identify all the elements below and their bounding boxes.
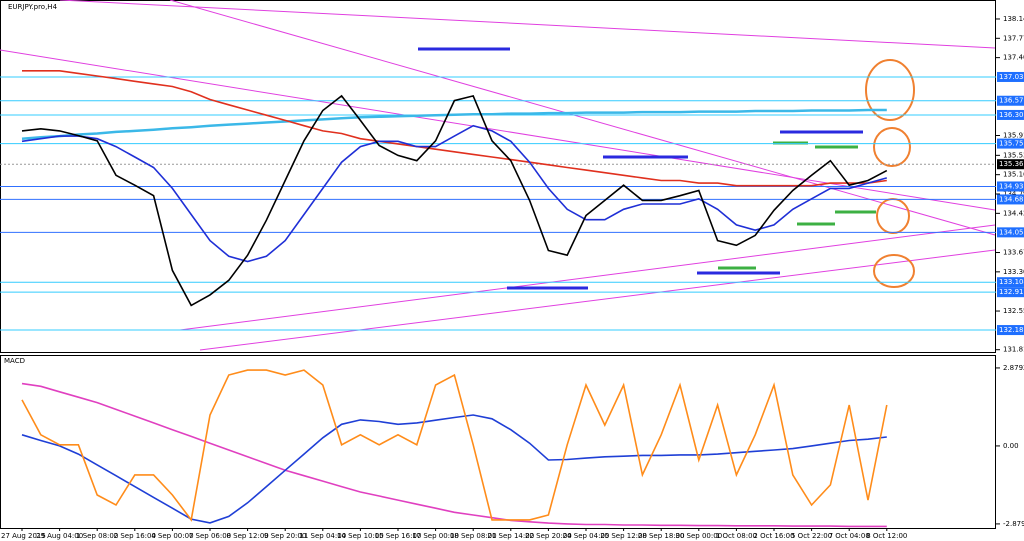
series-line <box>21 369 888 522</box>
x-tick-label: 1 Oct 08:00 <box>716 532 757 540</box>
level-label-box <box>997 181 1024 192</box>
y-tick-label: 134.792 <box>1003 190 1024 198</box>
y-tick-label: 133.672 <box>1003 249 1024 257</box>
y-tick-label: 138.142 <box>1003 15 1024 23</box>
x-tick-label: 22 Sep 20:00 <box>525 532 572 540</box>
level-label: 136.577 <box>999 97 1024 105</box>
level-label: 132.913 <box>999 288 1024 296</box>
level-label-box <box>997 109 1024 120</box>
level-label-box <box>997 95 1024 106</box>
x-tick-label: 25 Sep 12:00 <box>600 532 647 540</box>
series-line <box>21 108 887 140</box>
series-line <box>21 124 888 263</box>
level-label: 137.032 <box>999 73 1024 81</box>
level-label: 132.188 <box>999 326 1024 334</box>
level-label-box <box>997 71 1024 82</box>
last-price-box <box>997 159 1024 170</box>
circles <box>865 59 915 288</box>
level-label: 134.688 <box>999 195 1024 203</box>
trendline <box>179 224 996 331</box>
circle <box>873 254 915 288</box>
series-line <box>21 414 887 524</box>
chart-title: EURJPY.pro,H4 <box>8 3 58 11</box>
y-tick-label: 137.402 <box>1003 54 1024 62</box>
y-tick-label: 135.162 <box>1003 171 1024 179</box>
level-label: 135.757 <box>999 140 1024 148</box>
x-tick-label: 29 Aug 04:00 <box>36 532 83 540</box>
series-line <box>21 94 888 307</box>
x-tick-label: 5 Oct 22:00 <box>791 532 832 540</box>
y-tick-label: 137.772 <box>1003 34 1024 42</box>
y-tick-label: 133.302 <box>1003 268 1024 276</box>
x-tick-label: 24 Sep 04:00 <box>563 532 610 540</box>
level-label: 134.936 <box>999 182 1024 190</box>
level-label: 134.058 <box>999 228 1024 236</box>
x-tick-label: 4 Sep 00:00 <box>151 532 193 540</box>
circle <box>873 127 911 167</box>
last-price-label: 135.362 <box>999 160 1024 168</box>
x-tick-label: 7 Sep 06:00 <box>189 532 231 540</box>
y-tick-label: 135.532 <box>1003 151 1024 159</box>
x-tick-label: 1 Sep 08:00 <box>76 532 118 540</box>
x-tick-label: 30 Sep 00:00 <box>675 532 722 540</box>
x-tick-label: 18 Sep 08:00 <box>450 532 497 540</box>
level-label-box <box>997 277 1024 288</box>
x-tick-label: 7 Oct 04:00 <box>829 532 870 540</box>
trendline <box>199 249 996 351</box>
trendline <box>59 0 996 49</box>
x-tick-label: 17 Sep 00:00 <box>412 532 459 540</box>
x-tick-label: 8 Oct 12:00 <box>866 532 907 540</box>
macd-title: MACD <box>4 357 25 365</box>
x-tick-label: 2 Oct 16:00 <box>753 532 794 540</box>
series-line <box>22 70 887 187</box>
y-tick-label: 132.552 <box>1003 307 1024 315</box>
x-tick-label: 15 Sep 16:00 <box>375 532 422 540</box>
level-label: 136.305 <box>999 111 1024 119</box>
x-tick-label: 9 Sep 20:00 <box>264 532 306 540</box>
level-label-box <box>997 325 1024 336</box>
level-label-box <box>997 287 1024 298</box>
level-label-box <box>997 138 1024 149</box>
x-tick-label: 27 Aug 2015 <box>1 532 46 540</box>
price-panel <box>0 0 996 353</box>
x-tick-label: 14 Sep 10:00 <box>337 532 384 540</box>
x-tick-label: 8 Sep 12:00 <box>226 532 268 540</box>
x-tick-label: 11 Sep 04:00 <box>299 532 346 540</box>
level-label-box <box>997 194 1024 205</box>
x-tick-label: 2 Sep 16:00 <box>114 532 156 540</box>
macd-panel <box>0 355 996 529</box>
trendline <box>169 0 996 236</box>
level-label-box <box>997 227 1024 238</box>
y-tick-label: 134.422 <box>1003 209 1024 217</box>
y-tick-label: 0.00 <box>1003 442 1019 450</box>
x-tick-label: 21 Sep 14:00 <box>487 532 534 540</box>
circle <box>865 59 915 121</box>
markers <box>418 47 876 290</box>
y-tick-label: 131.812 <box>1003 346 1024 354</box>
level-label: 133.104 <box>999 278 1024 286</box>
series-line <box>21 382 887 528</box>
x-tick-label: 28 Sep 18:00 <box>638 532 685 540</box>
y-tick-label: 135.912 <box>1003 131 1024 139</box>
